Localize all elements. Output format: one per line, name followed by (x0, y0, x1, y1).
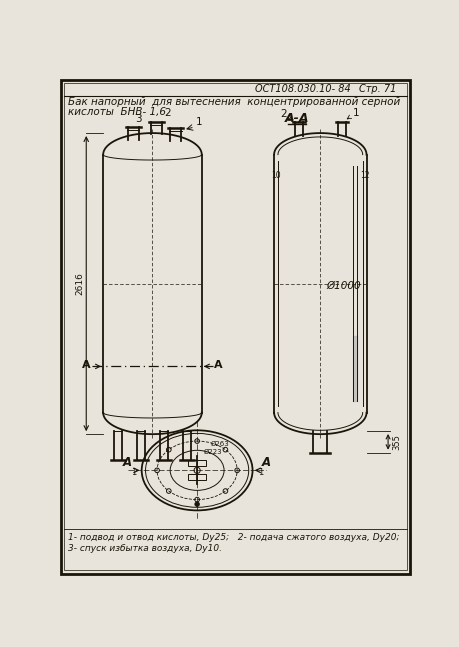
Text: Ø223: Ø223 (203, 448, 222, 454)
Text: 2616: 2616 (76, 272, 84, 295)
Text: 1- подвод и отвод кислоты, Dy25;   2- подача сжатого воздуха, Dy20;: 1- подвод и отвод кислоты, Dy25; 2- пода… (68, 532, 399, 542)
Text: Ø263: Ø263 (211, 441, 230, 446)
Text: А: А (82, 360, 91, 370)
Text: Ø1000: Ø1000 (326, 281, 361, 291)
Circle shape (195, 502, 199, 507)
Text: 3: 3 (135, 115, 142, 124)
Text: Стр. 71: Стр. 71 (359, 83, 396, 94)
Text: кислоты  БНВ- 1,6: кислоты БНВ- 1,6 (68, 107, 166, 116)
Text: 10: 10 (271, 171, 281, 180)
Text: А: А (262, 457, 271, 470)
Text: 1: 1 (131, 468, 137, 477)
Text: 3- спуск избытка воздуха, Dy10.: 3- спуск избытка воздуха, Dy10. (68, 544, 222, 553)
Text: А: А (123, 457, 132, 470)
Text: 1: 1 (196, 117, 202, 127)
Text: 1: 1 (353, 107, 359, 118)
Text: Бак напорный  для вытеснения  концентрированной серной: Бак напорный для вытеснения концентриров… (68, 97, 400, 107)
Text: 355: 355 (393, 434, 402, 450)
Text: 2: 2 (164, 108, 171, 118)
Text: 12: 12 (360, 171, 369, 180)
Text: ОСТ108.030.10- 84: ОСТ108.030.10- 84 (255, 83, 351, 94)
Text: 1: 1 (257, 468, 263, 477)
Bar (188, 460, 207, 466)
Text: А: А (214, 360, 223, 370)
Text: А-А: А-А (285, 113, 309, 126)
Bar (188, 474, 207, 480)
Text: 2: 2 (280, 109, 287, 119)
